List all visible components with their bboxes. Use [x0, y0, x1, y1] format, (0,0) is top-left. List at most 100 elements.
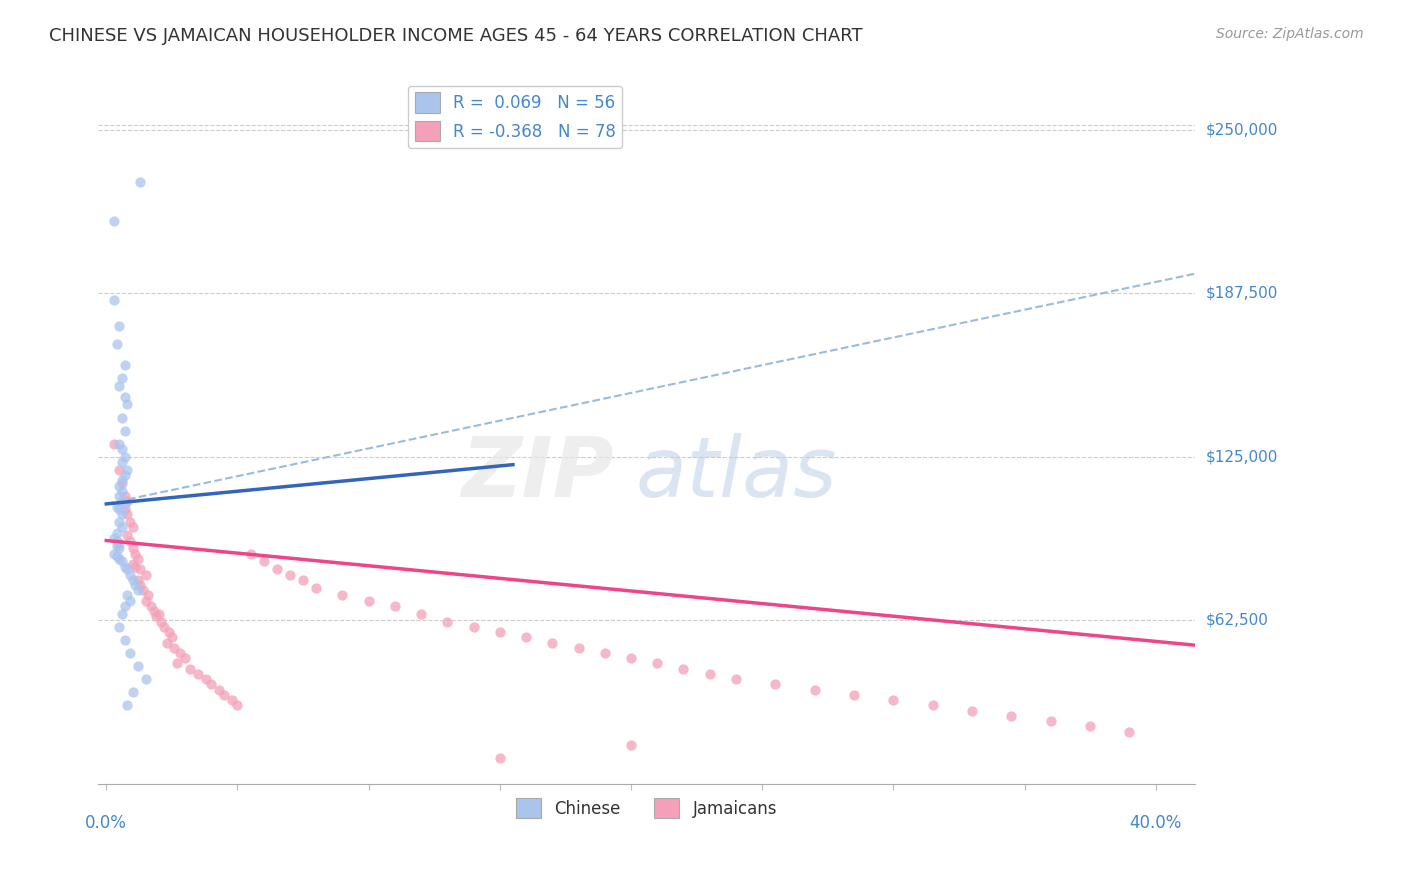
Point: [114, 559, 136, 574]
Point: [118, 646, 141, 660]
Point: [436, 615, 458, 629]
Point: [111, 483, 134, 498]
Point: [174, 651, 197, 665]
Text: $187,500: $187,500: [1206, 285, 1278, 301]
Point: [488, 625, 510, 640]
Point: [620, 738, 643, 752]
Point: [127, 552, 149, 566]
Point: [803, 682, 825, 697]
Point: [292, 573, 315, 587]
Point: [699, 667, 721, 681]
Point: [160, 630, 183, 644]
Point: [118, 593, 141, 607]
Point: [114, 450, 136, 464]
Point: [121, 685, 143, 699]
Point: [114, 424, 136, 438]
Point: [488, 750, 510, 764]
Point: [105, 549, 128, 564]
Point: [150, 615, 173, 629]
Point: [195, 672, 218, 686]
Point: [305, 581, 328, 595]
Point: [124, 559, 146, 574]
Point: [127, 573, 149, 587]
Point: [960, 704, 983, 718]
Point: [1039, 714, 1062, 728]
Point: [136, 589, 159, 603]
Point: [108, 478, 131, 492]
Point: [121, 557, 143, 571]
Point: [214, 688, 236, 702]
Point: [117, 528, 139, 542]
Point: [111, 442, 134, 456]
Point: [117, 589, 139, 603]
Point: [108, 463, 131, 477]
Text: Source: ZipAtlas.com: Source: ZipAtlas.com: [1216, 27, 1364, 41]
Point: [111, 455, 134, 469]
Point: [117, 562, 139, 576]
Point: [114, 489, 136, 503]
Point: [921, 698, 943, 713]
Point: [208, 682, 231, 697]
Point: [139, 599, 162, 613]
Point: [620, 651, 643, 665]
Point: [278, 567, 301, 582]
Point: [266, 562, 288, 576]
Point: [357, 593, 380, 607]
Point: [108, 318, 131, 333]
Point: [111, 494, 134, 508]
Point: [129, 175, 152, 189]
Point: [127, 583, 149, 598]
Point: [121, 520, 143, 534]
Point: [763, 677, 786, 691]
Point: [163, 640, 186, 655]
Point: [117, 397, 139, 411]
Point: [166, 657, 188, 671]
Point: [187, 667, 209, 681]
Point: [132, 583, 155, 598]
Point: [135, 593, 157, 607]
Point: [111, 508, 134, 522]
Point: [103, 214, 125, 228]
Point: [567, 640, 589, 655]
Point: [111, 410, 134, 425]
Point: [724, 672, 747, 686]
Point: [118, 567, 141, 582]
Point: [105, 525, 128, 540]
Point: [463, 620, 485, 634]
Point: [156, 635, 179, 649]
Point: [111, 371, 134, 385]
Point: [541, 635, 564, 649]
Point: [114, 358, 136, 372]
Point: [221, 693, 243, 707]
Point: [121, 541, 143, 556]
Point: [645, 657, 668, 671]
Point: [117, 698, 139, 713]
Point: [515, 630, 537, 644]
Point: [239, 547, 262, 561]
Point: [1078, 719, 1101, 733]
Point: [114, 497, 136, 511]
Text: $250,000: $250,000: [1206, 122, 1278, 137]
Point: [108, 436, 131, 450]
Point: [105, 337, 128, 351]
Point: [103, 531, 125, 545]
Point: [108, 379, 131, 393]
Point: [157, 625, 180, 640]
Point: [108, 541, 131, 556]
Point: [114, 390, 136, 404]
Text: ZIP: ZIP: [461, 433, 614, 514]
Point: [118, 515, 141, 529]
Point: [108, 515, 131, 529]
Point: [142, 604, 165, 618]
Point: [1118, 724, 1140, 739]
Point: [114, 632, 136, 647]
Text: 40.0%: 40.0%: [1129, 814, 1182, 832]
Point: [593, 646, 616, 660]
Point: [105, 539, 128, 553]
Point: [842, 688, 865, 702]
Point: [179, 662, 201, 676]
Point: [103, 547, 125, 561]
Point: [117, 508, 139, 522]
Point: [135, 672, 157, 686]
Point: [111, 607, 134, 621]
